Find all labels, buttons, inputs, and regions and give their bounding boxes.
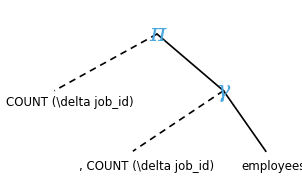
- Text: γ: γ: [217, 80, 230, 102]
- Text: , COUNT (\delta job_id): , COUNT (\delta job_id): [79, 160, 214, 173]
- Text: employees: employees: [242, 160, 302, 173]
- Text: COUNT (\delta job_id): COUNT (\delta job_id): [6, 96, 134, 108]
- Text: π: π: [149, 22, 165, 46]
